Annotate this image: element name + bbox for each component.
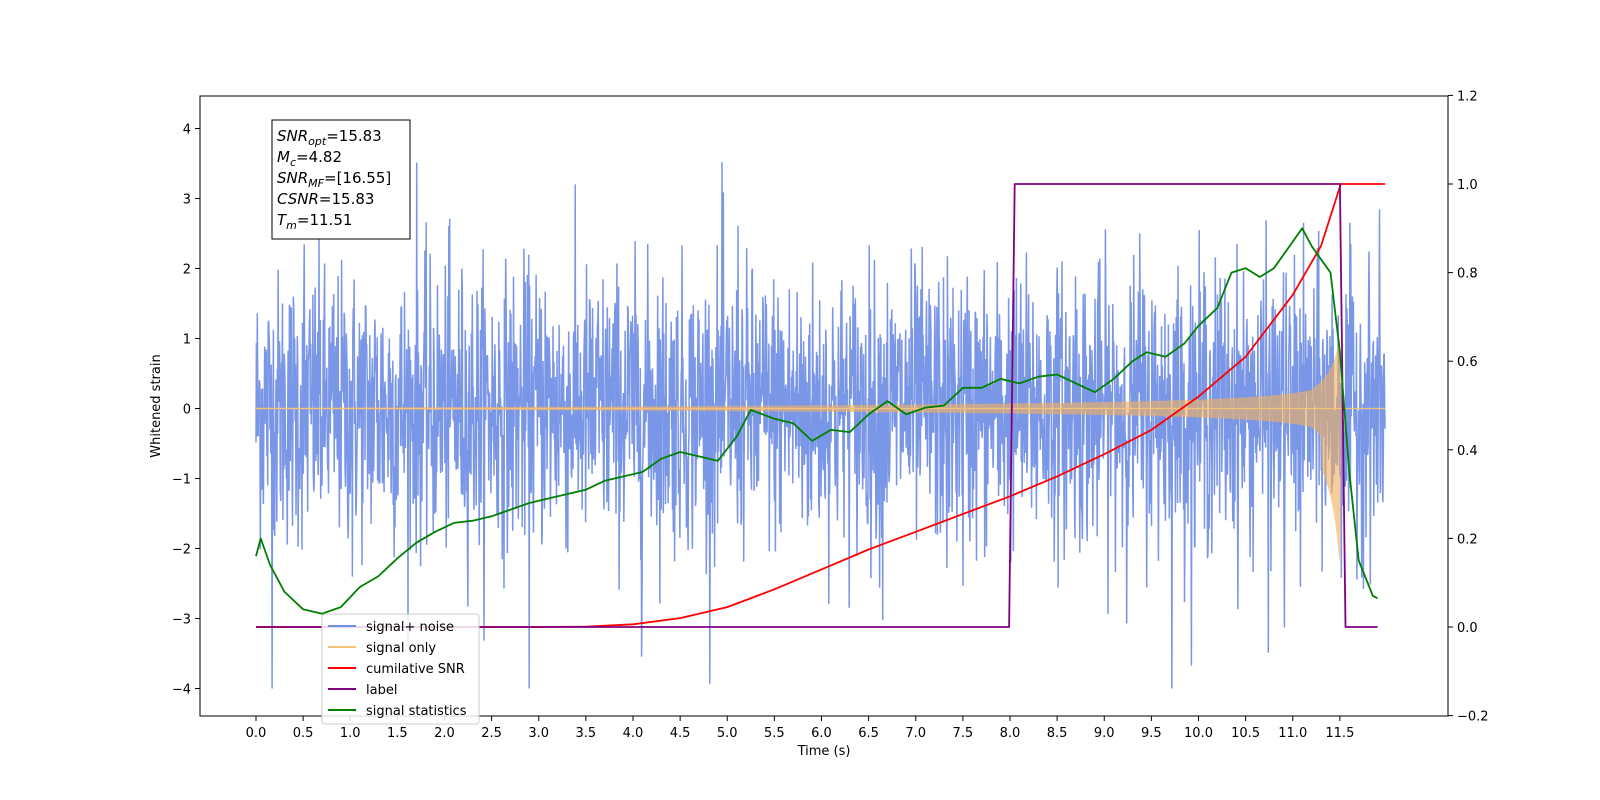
x-tick-label: 8.5 <box>1047 726 1068 741</box>
x-tick-label: 6.0 <box>811 726 832 741</box>
x-tick-label: 3.0 <box>528 726 549 741</box>
annotation-line: SNRMF=[16.55] <box>277 169 391 190</box>
x-tick-label: 4.5 <box>670 726 691 741</box>
legend-frame <box>321 613 480 725</box>
x-tick-label: 5.0 <box>717 726 738 741</box>
x-tick-label: 7.0 <box>905 726 926 741</box>
y-tick-label: 3 <box>183 193 191 208</box>
annotation-line: SNRopt=15.83 <box>277 127 382 148</box>
y-tick-label: 2 <box>183 263 191 278</box>
legend: signal+ noise signal only cumilative SNR la… <box>321 613 480 725</box>
plot-frame <box>199 95 1449 717</box>
x-tick-label: 10.0 <box>1184 726 1213 741</box>
y2-tick-label: 1.0 <box>1457 178 1478 193</box>
series-signal-statistics <box>255 227 1378 615</box>
annotation-frame <box>271 119 411 240</box>
y2-tick-label: 0.8 <box>1457 267 1478 282</box>
series-signal-noise <box>255 162 1386 689</box>
x-tick-label: 0.0 <box>246 726 267 741</box>
legend-label: cumilative SNR <box>366 662 465 677</box>
x-tick-label: 7.5 <box>953 726 974 741</box>
y-tick-label: 0 <box>183 403 191 418</box>
y-axis-label: Whitened strain <box>149 354 164 457</box>
x-tick-label: 6.5 <box>858 726 879 741</box>
legend-label: signal only <box>366 641 436 656</box>
y2-tick-label: 1.2 <box>1457 89 1478 104</box>
series-label <box>256 183 1378 628</box>
x-axis: 0.0 0.5 1.0 1.5 2.0 2.5 3.0 3.5 4.0 4.5 5.0 5.5 6.0 6… <box>246 716 1354 741</box>
legend-label: signal+ noise <box>366 620 454 635</box>
x-tick-label: 0.5 <box>293 726 314 741</box>
x-tick-label: 11.5 <box>1325 726 1354 741</box>
y-tick-label: −3 <box>172 613 191 628</box>
y-tick-label: −4 <box>172 683 191 698</box>
x-axis-label: Time (s) <box>797 744 851 759</box>
y-tick-label: 1 <box>183 333 191 348</box>
y2-tick-label: 0.0 <box>1457 621 1478 636</box>
x-tick-label: 4.0 <box>623 726 644 741</box>
y2-tick-label: 0.4 <box>1457 444 1478 459</box>
x-tick-label: 11.0 <box>1278 726 1307 741</box>
x-tick-label: 3.5 <box>576 726 597 741</box>
series-cumulative-snr <box>256 183 1386 628</box>
x-tick-label: 8.0 <box>1000 726 1021 741</box>
annotation-line: Mc=4.82 <box>277 148 342 169</box>
y-tick-label: −1 <box>172 473 191 488</box>
annotation-box: SNRopt=15.83Mc=4.82SNRMF=[16.55]CSNR=15.… <box>271 119 411 240</box>
annotation-line: CSNR=15.83 <box>277 190 374 208</box>
legend-label: signal statistics <box>366 704 467 719</box>
x-tick-label: 5.5 <box>764 726 785 741</box>
annotation-line: Tm=11.51 <box>277 211 352 232</box>
x-tick-label: 10.5 <box>1231 726 1260 741</box>
y2-tick-label: −0.2 <box>1457 710 1489 725</box>
y2-tick-label: 0.6 <box>1457 355 1478 370</box>
x-tick-label: 9.0 <box>1094 726 1115 741</box>
y2-tick-label: 0.2 <box>1457 532 1478 547</box>
y-tick-label: −2 <box>172 543 191 558</box>
y-axis-left: 4 3 2 1 0 −1 −2 −3 −4 <box>172 123 200 698</box>
y-axis-right: 1.2 1.0 0.8 0.6 0.4 0.2 0.0 −0.2 <box>1448 89 1489 725</box>
x-tick-label: 2.0 <box>434 726 455 741</box>
y-tick-label: 4 <box>183 123 191 138</box>
plot-area <box>255 162 1386 689</box>
x-tick-label: 9.5 <box>1141 726 1162 741</box>
legend-label: label <box>366 683 397 698</box>
x-tick-label: 1.5 <box>387 726 408 741</box>
x-tick-label: 2.5 <box>481 726 502 741</box>
x-tick-label: 1.0 <box>340 726 361 741</box>
